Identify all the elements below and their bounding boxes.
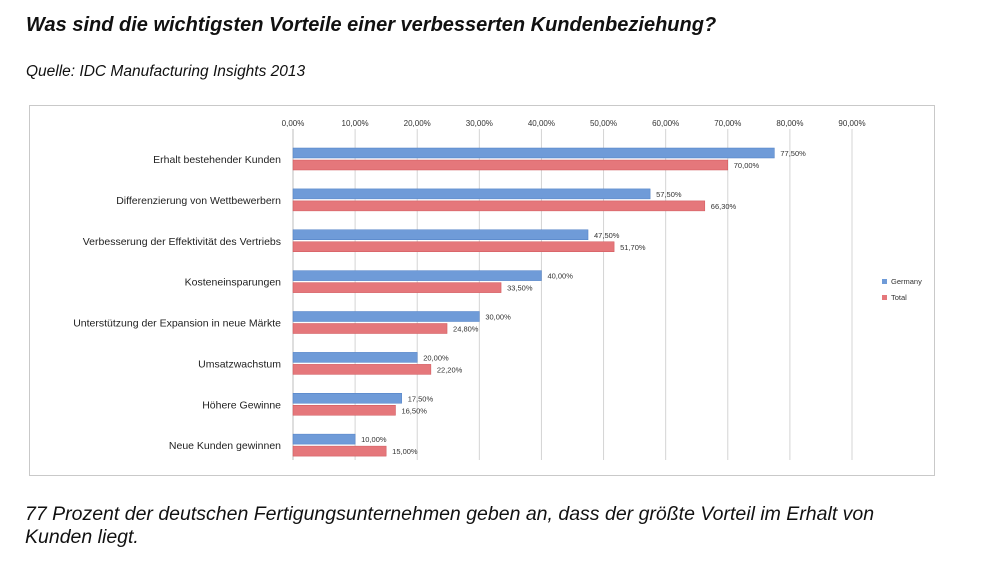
data-label: 57,50%: [656, 190, 682, 199]
bar-germany: [292, 270, 542, 281]
legend-swatch-germany: [882, 279, 887, 284]
tick-label: 20,00%: [404, 119, 431, 128]
tick-label: 0,00%: [282, 119, 305, 128]
bar-total: [292, 405, 396, 416]
page-title: Was sind die wichtigsten Vorteile einer …: [26, 14, 717, 36]
data-label: 15,00%: [392, 447, 418, 456]
data-label: 10,00%: [361, 435, 387, 444]
category-label: Umsatzwachstum: [198, 358, 281, 370]
data-label: 22,20%: [437, 365, 463, 374]
bar-total: [292, 323, 448, 334]
category-label: Kosteneinsparungen: [185, 277, 281, 289]
data-label: 30,00%: [485, 313, 511, 322]
data-label: 77,50%: [780, 149, 806, 158]
bar-germany: [292, 188, 651, 200]
bar-germany: [292, 433, 356, 445]
bar-germany: [292, 352, 418, 363]
data-label: 66,30%: [711, 202, 737, 211]
category-label: Neue Kunden gewinnen: [169, 440, 281, 452]
bar-germany: [292, 311, 480, 322]
tick-label: 70,00%: [714, 119, 741, 128]
data-label: 16,50%: [401, 406, 427, 415]
category-label: Erhalt bestehender Kunden: [153, 154, 281, 166]
footer-text: 77 Prozent der deutschen Fertigungsunter…: [25, 503, 875, 548]
bar-total: [292, 200, 706, 212]
tick-label: 40,00%: [528, 119, 555, 128]
legend-swatch-total: [882, 295, 887, 300]
data-label: 20,00%: [423, 353, 449, 362]
data-label: 47,50%: [594, 231, 620, 240]
bar-germany: [292, 147, 775, 159]
bar-total: [292, 159, 729, 171]
data-label: 51,70%: [620, 243, 646, 252]
tick-label: 60,00%: [652, 119, 679, 128]
category-label: Verbesserung der Effektivität des Vertri…: [83, 236, 281, 248]
tick-label: 30,00%: [466, 119, 493, 128]
bar-total: [292, 364, 432, 375]
data-label: 70,00%: [734, 161, 760, 170]
data-label: 17,50%: [408, 394, 434, 403]
tick-label: 90,00%: [838, 119, 865, 128]
data-label: 33,50%: [507, 284, 533, 293]
category-label: Höhere Gewinne: [202, 399, 281, 411]
tick-label: 10,00%: [342, 119, 369, 128]
category-label: Differenzierung von Wettbewerbern: [116, 195, 281, 207]
bar-total: [292, 282, 502, 293]
bar-total: [292, 445, 387, 457]
legend-label: Germany: [891, 277, 922, 286]
bar-total: [292, 241, 615, 252]
bar-germany: [292, 393, 402, 404]
data-label: 40,00%: [547, 272, 573, 281]
bar-germany: [292, 229, 589, 240]
category-label: Unterstützung der Expansion in neue Märk…: [73, 318, 281, 330]
source-note: Quelle: IDC Manufacturing Insights 2013: [26, 63, 306, 80]
legend-label: Total: [891, 293, 907, 302]
bar-chart: 0,00% 10,00% 20,00% 30,00% 40,00% 50,00% 60,00…: [73, 119, 922, 460]
data-label: 24,80%: [453, 325, 479, 334]
chart-container: 0,00% 10,00% 20,00% 30,00% 40,00% 50,00% 60,00…: [29, 105, 935, 476]
tick-label: 80,00%: [776, 119, 803, 128]
tick-label: 50,00%: [590, 119, 617, 128]
